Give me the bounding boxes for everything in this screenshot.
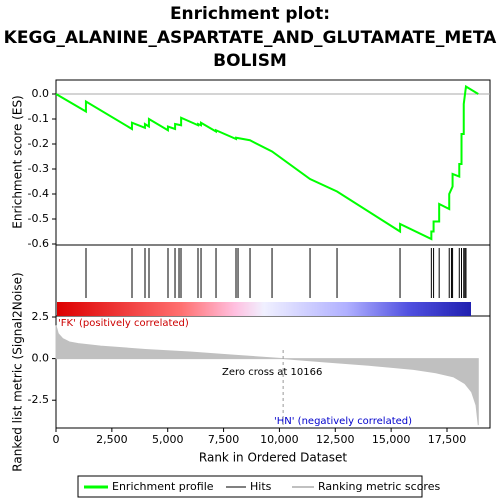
color-bar (57, 302, 471, 316)
legend-label: Ranking metric scores (318, 480, 440, 493)
x-tick-label: 17,500 (428, 433, 467, 446)
y-tick-label: 0.0 (32, 87, 50, 100)
y-tick-label: -0.5 (28, 212, 49, 225)
y-tick-label: -0.4 (28, 187, 49, 200)
title-line: KEGG_ALANINE_ASPARTATE_AND_GLUTAMATE_MET… (4, 28, 498, 48)
y-axis-label: Enrichment score (ES) (11, 95, 25, 228)
x-tick-label: 0 (53, 433, 60, 446)
y2-axis-label: Ranked list metric (Signal2Noise) (11, 272, 25, 471)
y-tick-label: -0.2 (28, 137, 49, 150)
y-tick-label: -0.1 (28, 112, 49, 125)
y2-tick-label: -2.5 (28, 393, 49, 406)
y-tick-label: -0.3 (28, 162, 49, 175)
y2-tick-label: 2.5 (32, 310, 50, 323)
annotation: 'HN' (negatively correlated) (274, 416, 412, 427)
title-line: BOLISM (213, 51, 287, 71)
x-tick-label: 7,500 (208, 433, 240, 446)
x-tick-label: 2,500 (96, 433, 128, 446)
annotation: 'FK' (positively correlated) (58, 318, 189, 329)
legend-label: Enrichment profile (112, 480, 214, 493)
y2-tick-label: 0.0 (32, 352, 50, 365)
legend (77, 475, 423, 498)
es-line (55, 84, 479, 241)
x-tick-label: 12,500 (316, 433, 355, 446)
x-tick-label: 15,000 (372, 433, 411, 446)
annotation: Zero cross at 10166 (222, 367, 322, 378)
x-tick-label: 5,000 (152, 433, 184, 446)
metric-area (55, 325, 479, 426)
x-axis-label: Rank in Ordered Dataset (199, 451, 347, 465)
legend-label: Hits (250, 480, 272, 493)
x-tick-label: 10,000 (260, 433, 299, 446)
title-line: Enrichment plot: (170, 4, 330, 24)
y-tick-label: -0.6 (28, 237, 49, 250)
